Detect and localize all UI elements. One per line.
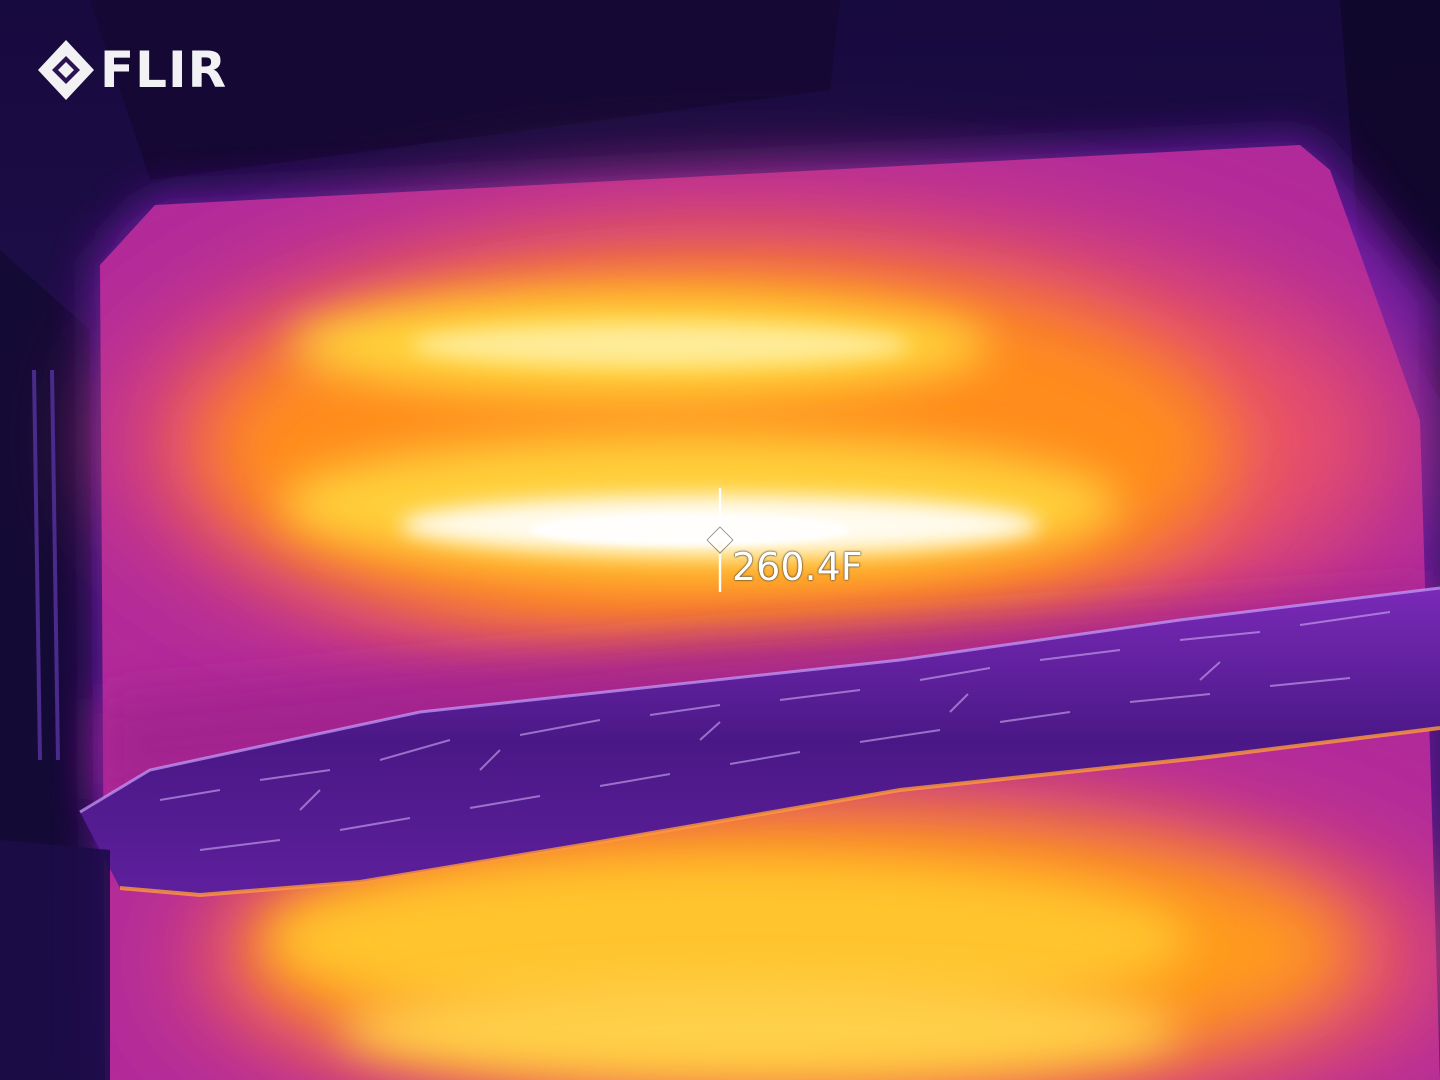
spot-temperature-readout: 260.4F <box>732 545 863 589</box>
flir-logo: FLIR <box>36 38 227 102</box>
hot-band-bottom <box>340 980 1180 1080</box>
brand-name: FLIR <box>100 41 228 99</box>
foil-rod-edge <box>79 586 1440 814</box>
hottest-core-center <box>530 514 850 546</box>
foil-texture <box>159 611 1391 851</box>
crosshair-spot-meter-icon <box>668 488 772 592</box>
left-rack-rails <box>32 369 60 761</box>
hottest-core-upper <box>410 323 910 367</box>
hot-band-lower <box>270 860 1190 1020</box>
lower-left-rack <box>0 840 110 1080</box>
flir-diamond-logo-icon <box>38 40 94 100</box>
foil-rod <box>80 588 1440 895</box>
foil-rod-bottom-edge <box>119 726 1440 898</box>
upper-cabinet <box>90 0 840 180</box>
